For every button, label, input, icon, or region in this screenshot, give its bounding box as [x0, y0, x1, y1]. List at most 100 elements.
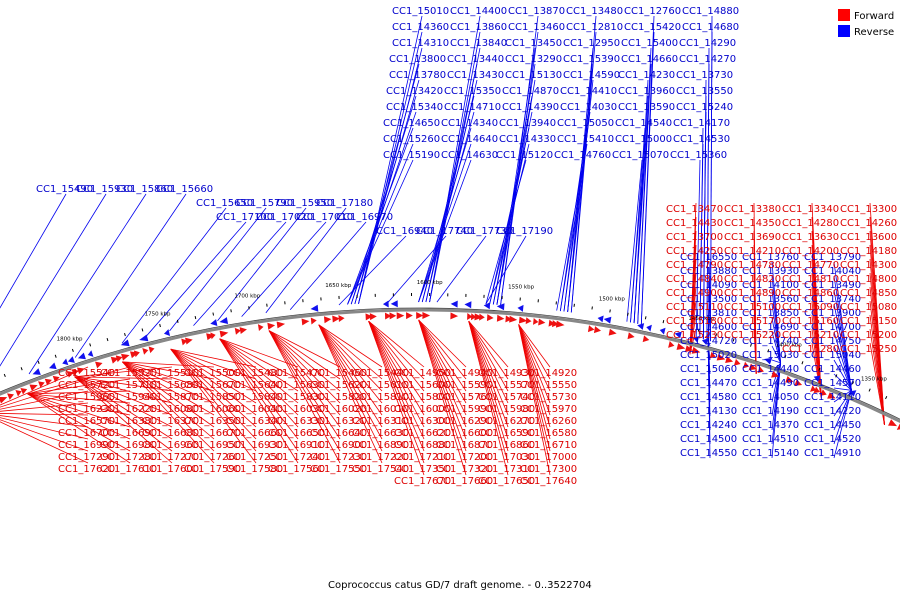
label-connector [0, 390, 89, 410]
gene-label: CC1_15280 [782, 344, 839, 355]
label-connector [753, 328, 757, 374]
scale-tick [784, 355, 787, 359]
reverse-gene [597, 315, 604, 323]
label-connector [169, 207, 267, 332]
label-connector [318, 324, 383, 392]
gene-label: CC1_16960 [142, 440, 199, 451]
forward-gene [95, 361, 103, 369]
label-connector [318, 324, 383, 440]
reverse-gene [637, 323, 645, 330]
forward-gene [338, 315, 345, 323]
gene-label: CC1_13300 [840, 204, 897, 215]
forward-gene [121, 353, 130, 361]
gene-label: CC1_15660 [156, 184, 213, 195]
label-connector [0, 417, 89, 440]
gene-label: CC1_16320 [310, 416, 367, 427]
reverse-gene [674, 331, 682, 339]
forward-gene [785, 375, 794, 383]
gene-label: CC1_15250 [840, 344, 897, 355]
forward-gene [668, 341, 675, 348]
gene-label: CC1_14280 [782, 218, 839, 229]
label-connector [425, 63, 478, 303]
label-connector [387, 235, 447, 303]
reverse-gene [120, 339, 130, 347]
scale-tick-label: 1450 kbp [688, 316, 714, 322]
gene-label: CC1_14650 [383, 118, 440, 129]
gene-label: CC1_14100 [742, 280, 799, 291]
forward-gene [691, 346, 701, 354]
gene-label: CC1_15180 [666, 316, 723, 327]
label-connector [626, 159, 643, 322]
gene-label: CC1_16380 [100, 416, 157, 427]
legend-reverse-swatch [838, 25, 850, 37]
gene-label: CC1_14800 [840, 274, 897, 285]
label-connector [368, 321, 425, 416]
gene-label: CC1_15940 [100, 392, 157, 403]
label-connector [833, 303, 852, 391]
label-connector [633, 111, 649, 324]
gene-label: CC1_17300 [520, 464, 577, 475]
forward-gene [827, 392, 836, 399]
forward-gene [486, 314, 494, 322]
forward-gene [369, 313, 377, 321]
scale-tick [609, 309, 611, 313]
scale-tick [767, 349, 770, 353]
forward-gene [219, 330, 229, 338]
gene-label: CC1_15800 [394, 392, 451, 403]
gene-label: CC1_16020 [310, 404, 367, 415]
label-connector [559, 127, 588, 312]
gene-label: CC1_15550 [520, 380, 577, 391]
label-connector [418, 319, 467, 392]
label-connector [318, 324, 383, 452]
gene-label: CC1_16700 [58, 428, 115, 439]
label-connector [489, 143, 530, 305]
gene-label: CC1_13630 [782, 232, 839, 243]
gene-label: CC1_15570 [478, 380, 535, 391]
gene-label: CC1_13790 [804, 252, 861, 263]
label-connector [27, 393, 131, 428]
gene-label: CC1_14680 [682, 22, 739, 33]
gene-label: CC1_14360 [392, 22, 449, 33]
gene-label: CC1_15000 [615, 134, 672, 145]
gene-label: CC1_17240 [268, 452, 325, 463]
gene-label: CC1_14300 [840, 260, 897, 271]
label-connector [833, 387, 852, 391]
label-connector [496, 47, 536, 305]
label-connector [699, 143, 704, 339]
gene-label: CC1_15790 [236, 198, 293, 209]
gene-label: CC1_17730 [456, 226, 513, 237]
scale-tick [3, 373, 6, 378]
label-connector [368, 320, 425, 404]
forward-gene [29, 384, 38, 392]
scale-tick [644, 316, 647, 320]
gene-label: CC1_14350 [724, 218, 781, 229]
forward-gene [239, 327, 247, 334]
gene-label: CC1_16230 [58, 404, 115, 415]
gene-label: CC1_17210 [394, 452, 451, 463]
forward-gene [52, 375, 60, 383]
label-connector [74, 376, 173, 440]
forward-gene [888, 419, 898, 427]
scale-tick-label: 1700 kbp [234, 293, 260, 299]
label-connector [289, 221, 367, 310]
reverse-gene [219, 317, 229, 324]
gene-label: CC1_12810 [566, 22, 623, 33]
gene-label: CC1_14630 [441, 150, 498, 161]
label-connector [418, 319, 467, 464]
gene-label: CC1_13560 [742, 294, 799, 305]
label-connector [318, 324, 383, 368]
gene-label: CC1_17280 [100, 452, 157, 463]
gene-label: CC1_13960 [618, 86, 675, 97]
label-connector [702, 111, 707, 340]
gene-label: CC1_14590 [563, 70, 620, 81]
gene-label: CC1_13290 [505, 54, 562, 65]
forward-gene [323, 316, 332, 324]
gene-label: CC1_16370 [142, 416, 199, 427]
forward-gene [555, 320, 565, 328]
forward-gene [7, 393, 14, 400]
gene-label: CC1_16710 [520, 440, 577, 451]
label-connector [833, 275, 852, 391]
gene-label: CC1_15110 [666, 302, 723, 313]
label-connector [418, 319, 467, 428]
gene-label: CC1_15230 [666, 330, 723, 341]
